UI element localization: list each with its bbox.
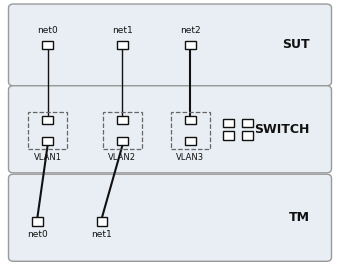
Bar <box>242 119 253 127</box>
Bar <box>223 131 234 140</box>
Bar <box>117 40 128 49</box>
FancyBboxPatch shape <box>8 174 332 261</box>
Text: SWITCH: SWITCH <box>254 123 309 136</box>
Bar <box>242 131 253 140</box>
Text: net0: net0 <box>37 26 58 35</box>
Text: TM: TM <box>288 211 309 224</box>
Bar <box>171 111 210 150</box>
Bar <box>117 137 128 146</box>
Text: net2: net2 <box>180 26 201 35</box>
Text: VLAN3: VLAN3 <box>176 153 204 162</box>
FancyBboxPatch shape <box>8 4 332 86</box>
Text: SUT: SUT <box>282 38 309 51</box>
Bar <box>185 116 196 124</box>
Bar <box>185 137 196 146</box>
Bar <box>97 217 107 226</box>
Text: net0: net0 <box>27 230 48 239</box>
Text: net1: net1 <box>112 26 133 35</box>
Bar <box>223 119 234 127</box>
Bar <box>185 40 196 49</box>
Bar <box>117 116 128 124</box>
Text: VLAN2: VLAN2 <box>108 153 136 162</box>
Bar <box>28 111 67 150</box>
Text: VLAN1: VLAN1 <box>34 153 62 162</box>
Bar <box>42 116 53 124</box>
Bar <box>32 217 43 226</box>
Bar <box>103 111 142 150</box>
Bar <box>42 40 53 49</box>
Bar <box>42 137 53 146</box>
Text: net1: net1 <box>91 230 113 239</box>
FancyBboxPatch shape <box>8 86 332 173</box>
